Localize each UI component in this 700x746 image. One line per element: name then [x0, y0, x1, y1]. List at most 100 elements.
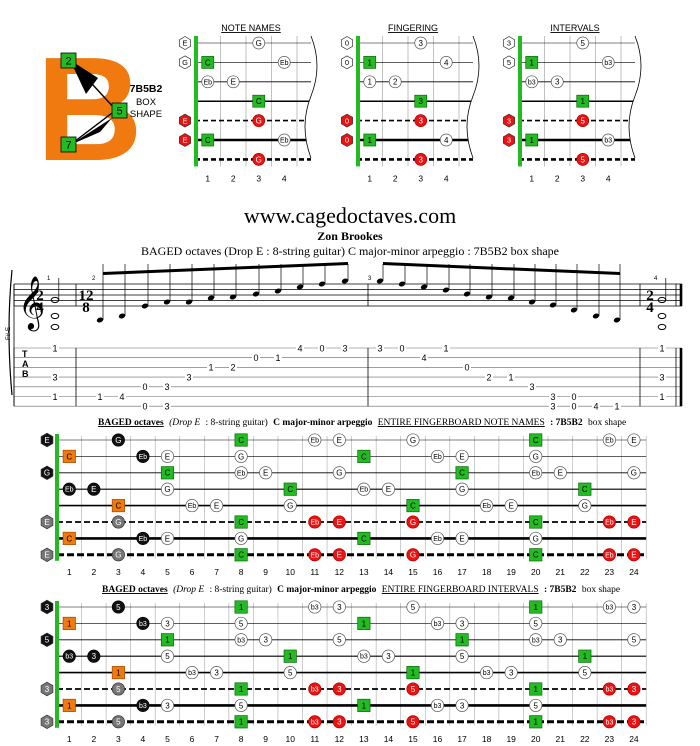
- big-2-fret-number-10: 10: [285, 734, 295, 744]
- big-2-nut: [55, 601, 59, 728]
- big-1-note-56: G: [111, 548, 125, 562]
- big-1-fret-number-14: 14: [384, 567, 394, 577]
- big-2-note-4-label: 5: [411, 603, 416, 612]
- big-2-note-27-label: 1: [288, 652, 293, 661]
- big-2-note-16-label: 1: [165, 636, 170, 645]
- big-2-note-9-label: b3: [139, 621, 147, 628]
- big-1-note-54: E: [455, 531, 469, 545]
- mini-2-note-5: 3: [414, 94, 428, 108]
- note-head-14: [420, 284, 428, 290]
- big-2-fret-number-20: 20: [531, 734, 541, 744]
- mini-3-note-2-label: b3: [604, 60, 612, 67]
- mini-2-open-1: 0: [341, 55, 353, 70]
- tab-number-6-0: 1: [208, 363, 213, 373]
- tab-mask-25-0: [658, 343, 666, 353]
- tab-number-0-2: 1: [52, 392, 57, 402]
- big-1-note-32: C: [111, 499, 125, 513]
- mini-3-note-7-label: 1: [530, 136, 535, 145]
- mini-1-note-5-label: C: [256, 97, 262, 106]
- mini-1-note-9-label: G: [256, 155, 262, 164]
- big-1-note-12-label: C: [361, 452, 367, 461]
- big-1-fret-number-6: 6: [190, 567, 195, 577]
- tab-number-20-0: 3: [529, 382, 534, 392]
- big-2-note-35-label: 5: [288, 668, 293, 677]
- big-2-note-29-label: 3: [386, 652, 391, 661]
- big-2-open-7-label: 3: [45, 718, 50, 727]
- big-1-note-2-label: Eb: [310, 438, 319, 445]
- big-2-note-5-label: 1: [533, 603, 538, 612]
- tab-number-7-0: 2: [230, 363, 235, 373]
- big-1-note-24-label: Eb: [65, 487, 74, 494]
- mini-diagram-2-title: FINGERING: [388, 23, 438, 33]
- big-2-note-14: 3: [455, 616, 469, 630]
- big-2-note-53: b3: [430, 698, 445, 712]
- big-1-note-18: E: [259, 466, 273, 480]
- big-2-note-23-label: 5: [632, 636, 637, 645]
- note-head-1: [118, 313, 126, 319]
- big-2-note-51: 5: [234, 698, 248, 712]
- big-1-note-27-label: C: [287, 485, 293, 494]
- big-1-note-37: Eb: [480, 499, 494, 513]
- big-2-note-20-label: 1: [460, 636, 465, 645]
- big-1-note-17-label: Eb: [237, 470, 246, 477]
- big-1-note-10: E: [160, 449, 175, 463]
- tab-number-14-0: 0: [399, 343, 404, 353]
- tab-mask-12-0: [341, 343, 349, 353]
- big-1-note-55-label: G: [533, 534, 539, 543]
- big-1-open-5: E: [40, 514, 54, 530]
- mini-1-note-0-label: G: [256, 39, 262, 48]
- mini-diagram-1-title: NOTE NAMES: [221, 23, 281, 33]
- tab-mask-6-0: [207, 362, 215, 372]
- mini-3-note-7: 1: [525, 133, 539, 147]
- big-1-note-45-label: C: [533, 518, 539, 527]
- tab-mask-0-0: [51, 343, 59, 353]
- mini-1-open-0: E: [179, 36, 191, 50]
- big-2-fret-number-1: 1: [67, 734, 72, 744]
- big-2-note-18: 3: [259, 633, 273, 647]
- big-1-fret-number-2: 2: [91, 567, 96, 577]
- big-2-note-13: b3: [430, 616, 445, 630]
- shape-word-box: BOX: [136, 97, 157, 108]
- tab-number-11-0: 0: [319, 343, 324, 353]
- measure-number-1: 1: [47, 276, 51, 282]
- beam-1: [103, 262, 348, 275]
- mini-1-open-4-label: E: [182, 116, 187, 125]
- big-2-note-46-label: b3: [605, 687, 613, 694]
- mini-3-fret-number-3: 3: [580, 173, 585, 183]
- big-2-note-6: b3: [602, 600, 616, 614]
- mini-1-note-4-label: E: [231, 78, 236, 87]
- big-1-note-35-label: G: [287, 501, 293, 510]
- mini-3-note-4-label: 3: [555, 78, 560, 87]
- big-1-fret-number-3: 3: [116, 567, 121, 577]
- big-1-note-45: C: [529, 515, 543, 529]
- tab-mask-2-0: [118, 392, 126, 401]
- mini-1-fret-number-1: 1: [205, 173, 210, 183]
- big-1-note-48-label: C: [66, 534, 72, 543]
- mini-2-open-5: 0: [341, 133, 353, 147]
- big-1-fret-number-22: 22: [580, 567, 590, 577]
- big-2-note-50-label: 3: [165, 701, 170, 710]
- mini-1-note-3: Eb: [201, 75, 215, 89]
- big-1-note-47: E: [627, 515, 641, 529]
- big-2-fret-number-16: 16: [433, 734, 443, 744]
- big-diagram-2-title: BAGED octaves (Drop E : 8-string guitar)…: [102, 584, 620, 595]
- measure-number-2: 2: [92, 276, 96, 282]
- big-1-note-1: C: [234, 433, 248, 447]
- big-2-note-10: 3: [160, 616, 175, 630]
- big-2-open-7: 3: [40, 714, 54, 730]
- big-1-note-13-label: Eb: [433, 454, 442, 461]
- big-2-note-44: 5: [406, 682, 420, 696]
- tab-number-3-1: 0: [142, 402, 147, 412]
- big-2-note-45-label: 1: [533, 685, 538, 694]
- tab-number-25-2: 1: [659, 392, 664, 402]
- big-2-note-46: b3: [602, 682, 616, 696]
- big-2-note-38-label: 3: [509, 668, 514, 677]
- mini-2-open-0-label: 0: [345, 39, 349, 48]
- big-1-note-42: Eb: [308, 515, 322, 529]
- mini-3-note-0: 5: [576, 36, 590, 50]
- big-1-note-25-label: E: [91, 485, 96, 494]
- mini-2-note-4: 2: [388, 75, 402, 89]
- big-2-note-28-label: b3: [360, 654, 368, 661]
- big-1-note-0-label: G: [115, 436, 121, 445]
- treble-clef: 𝄞: [18, 276, 45, 331]
